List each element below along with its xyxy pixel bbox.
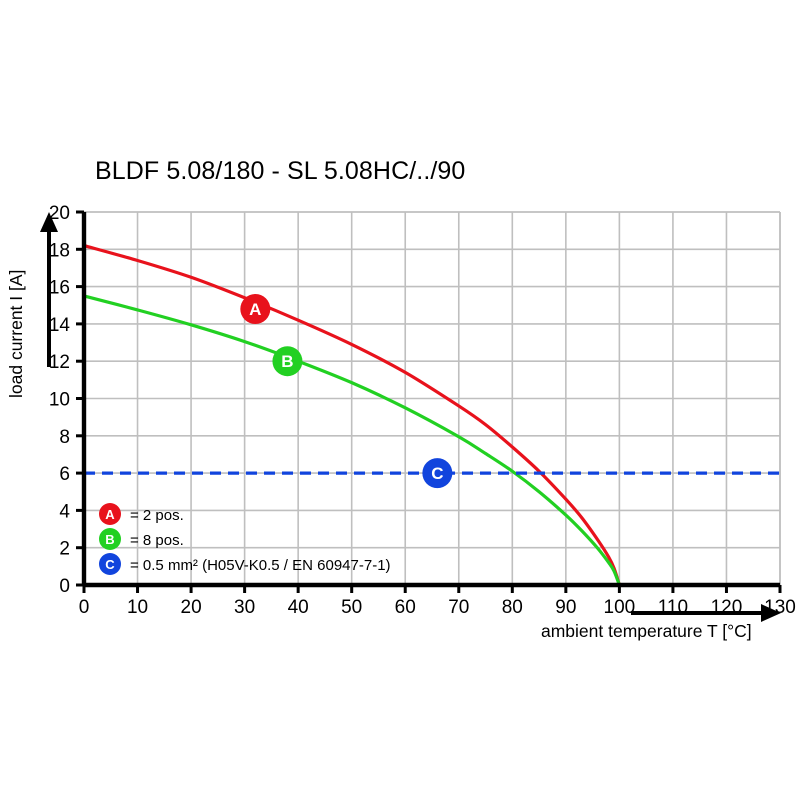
legend-label-C: = 0.5 mm² (H05V-K0.5 / EN 60947-7-1) <box>130 557 391 574</box>
x-tick-label: 40 <box>288 597 309 618</box>
legend-item-A: A = 2 pos. <box>99 503 184 525</box>
y-tick-label: 8 <box>59 427 70 448</box>
data-marker-B: B <box>272 346 303 377</box>
plot-frame <box>84 211 781 585</box>
y-tick-label: 10 <box>49 390 70 411</box>
series-line-B <box>82 294 621 587</box>
y-tick-label: 4 <box>59 501 70 522</box>
data-marker-circle-C <box>422 458 453 489</box>
data-marker-letter-A: A <box>249 300 261 319</box>
chart-legend: A = 2 pos. B = 8 pos. C = 0.5 mm² (H05V-K0.5 … <box>99 503 391 575</box>
series-line-A <box>82 243 621 587</box>
data-marker-A: A <box>240 293 271 324</box>
y-tick-label: 14 <box>49 315 71 336</box>
legend-label-A: = 2 pos. <box>130 507 184 524</box>
x-axis-title: ambient temperature T [°C] <box>541 621 752 641</box>
x-tick-label: 30 <box>234 597 255 618</box>
x-tick-label: 20 <box>181 597 202 618</box>
y-tick-labels: 0 2 4 6 8 10 12 14 16 18 20 <box>49 203 71 597</box>
legend-item-C: C = 0.5 mm² (H05V-K0.5 / EN 60947-7-1) <box>99 553 391 575</box>
x-tick-label: 100 <box>604 597 636 618</box>
data-marker-circle-A <box>240 293 271 324</box>
y-tick-label: 20 <box>49 203 70 224</box>
data-point-markers: A B C <box>240 293 453 489</box>
y-tick-label: 0 <box>59 576 70 597</box>
legend-marker-circle-B <box>99 528 121 550</box>
legend-marker-circle-C <box>99 553 121 575</box>
legend-marker-letter-B: B <box>105 532 114 547</box>
x-tick-label: 10 <box>127 597 148 618</box>
legend-item-B: B = 8 pos. <box>99 528 184 550</box>
data-marker-letter-B: B <box>281 352 293 371</box>
legend-marker-letter-C: C <box>105 557 115 572</box>
y-tick-label: 2 <box>59 539 70 560</box>
legend-label-B: = 8 pos. <box>130 532 184 549</box>
y-tick-label: 16 <box>49 278 70 299</box>
y-tick-label: 6 <box>59 464 70 485</box>
x-tick-label: 0 <box>79 597 90 618</box>
axis-lines <box>76 210 782 593</box>
y-tick-label: 18 <box>49 240 70 261</box>
y-axis-title: load current I [A] <box>6 270 26 398</box>
legend-marker-letter-A: A <box>105 507 115 522</box>
x-tick-label: 70 <box>448 597 469 618</box>
y-axis-direction-arrow-head <box>40 212 58 232</box>
axis-arrows <box>40 212 781 622</box>
x-axis-direction-arrow-head <box>761 604 781 622</box>
data-marker-letter-C: C <box>431 464 443 483</box>
x-tick-label: 60 <box>395 597 416 618</box>
data-marker-circle-B <box>272 346 303 377</box>
chart-title: BLDF 5.08/180 - SL 5.08HC/../90 <box>95 157 466 185</box>
legend-marker-circle-A <box>99 503 121 525</box>
x-tick-label: 80 <box>502 597 523 618</box>
x-tick-label: 90 <box>555 597 576 618</box>
y-tick-label: 12 <box>49 352 70 373</box>
data-marker-C: C <box>422 458 453 489</box>
x-tick-label: 50 <box>341 597 362 618</box>
